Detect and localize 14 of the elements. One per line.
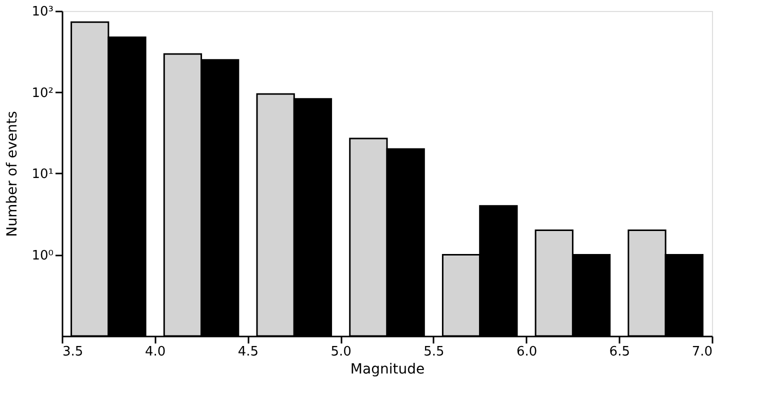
x-tick-label: 3.5 xyxy=(62,344,84,360)
y-axis-title: Number of events xyxy=(4,111,21,237)
x-tick-label: 6.5 xyxy=(609,344,630,360)
x-tick-label: 7.0 xyxy=(692,344,712,360)
x-tick-label: 5.0 xyxy=(330,344,352,360)
y-tick-label: 10² xyxy=(32,86,54,101)
y-tick-label: 10³ xyxy=(32,4,54,20)
x-tick-label: 6.0 xyxy=(516,344,538,360)
x-tick-label: 4.0 xyxy=(145,344,166,360)
y-tick-label: 10¹ xyxy=(32,167,54,182)
x-tick-label: 5.5 xyxy=(424,344,444,360)
y-tick-label: 10⁰ xyxy=(32,248,54,264)
x-axis-title: Magnitude xyxy=(350,362,425,378)
x-tick-label: 4.5 xyxy=(238,344,259,360)
